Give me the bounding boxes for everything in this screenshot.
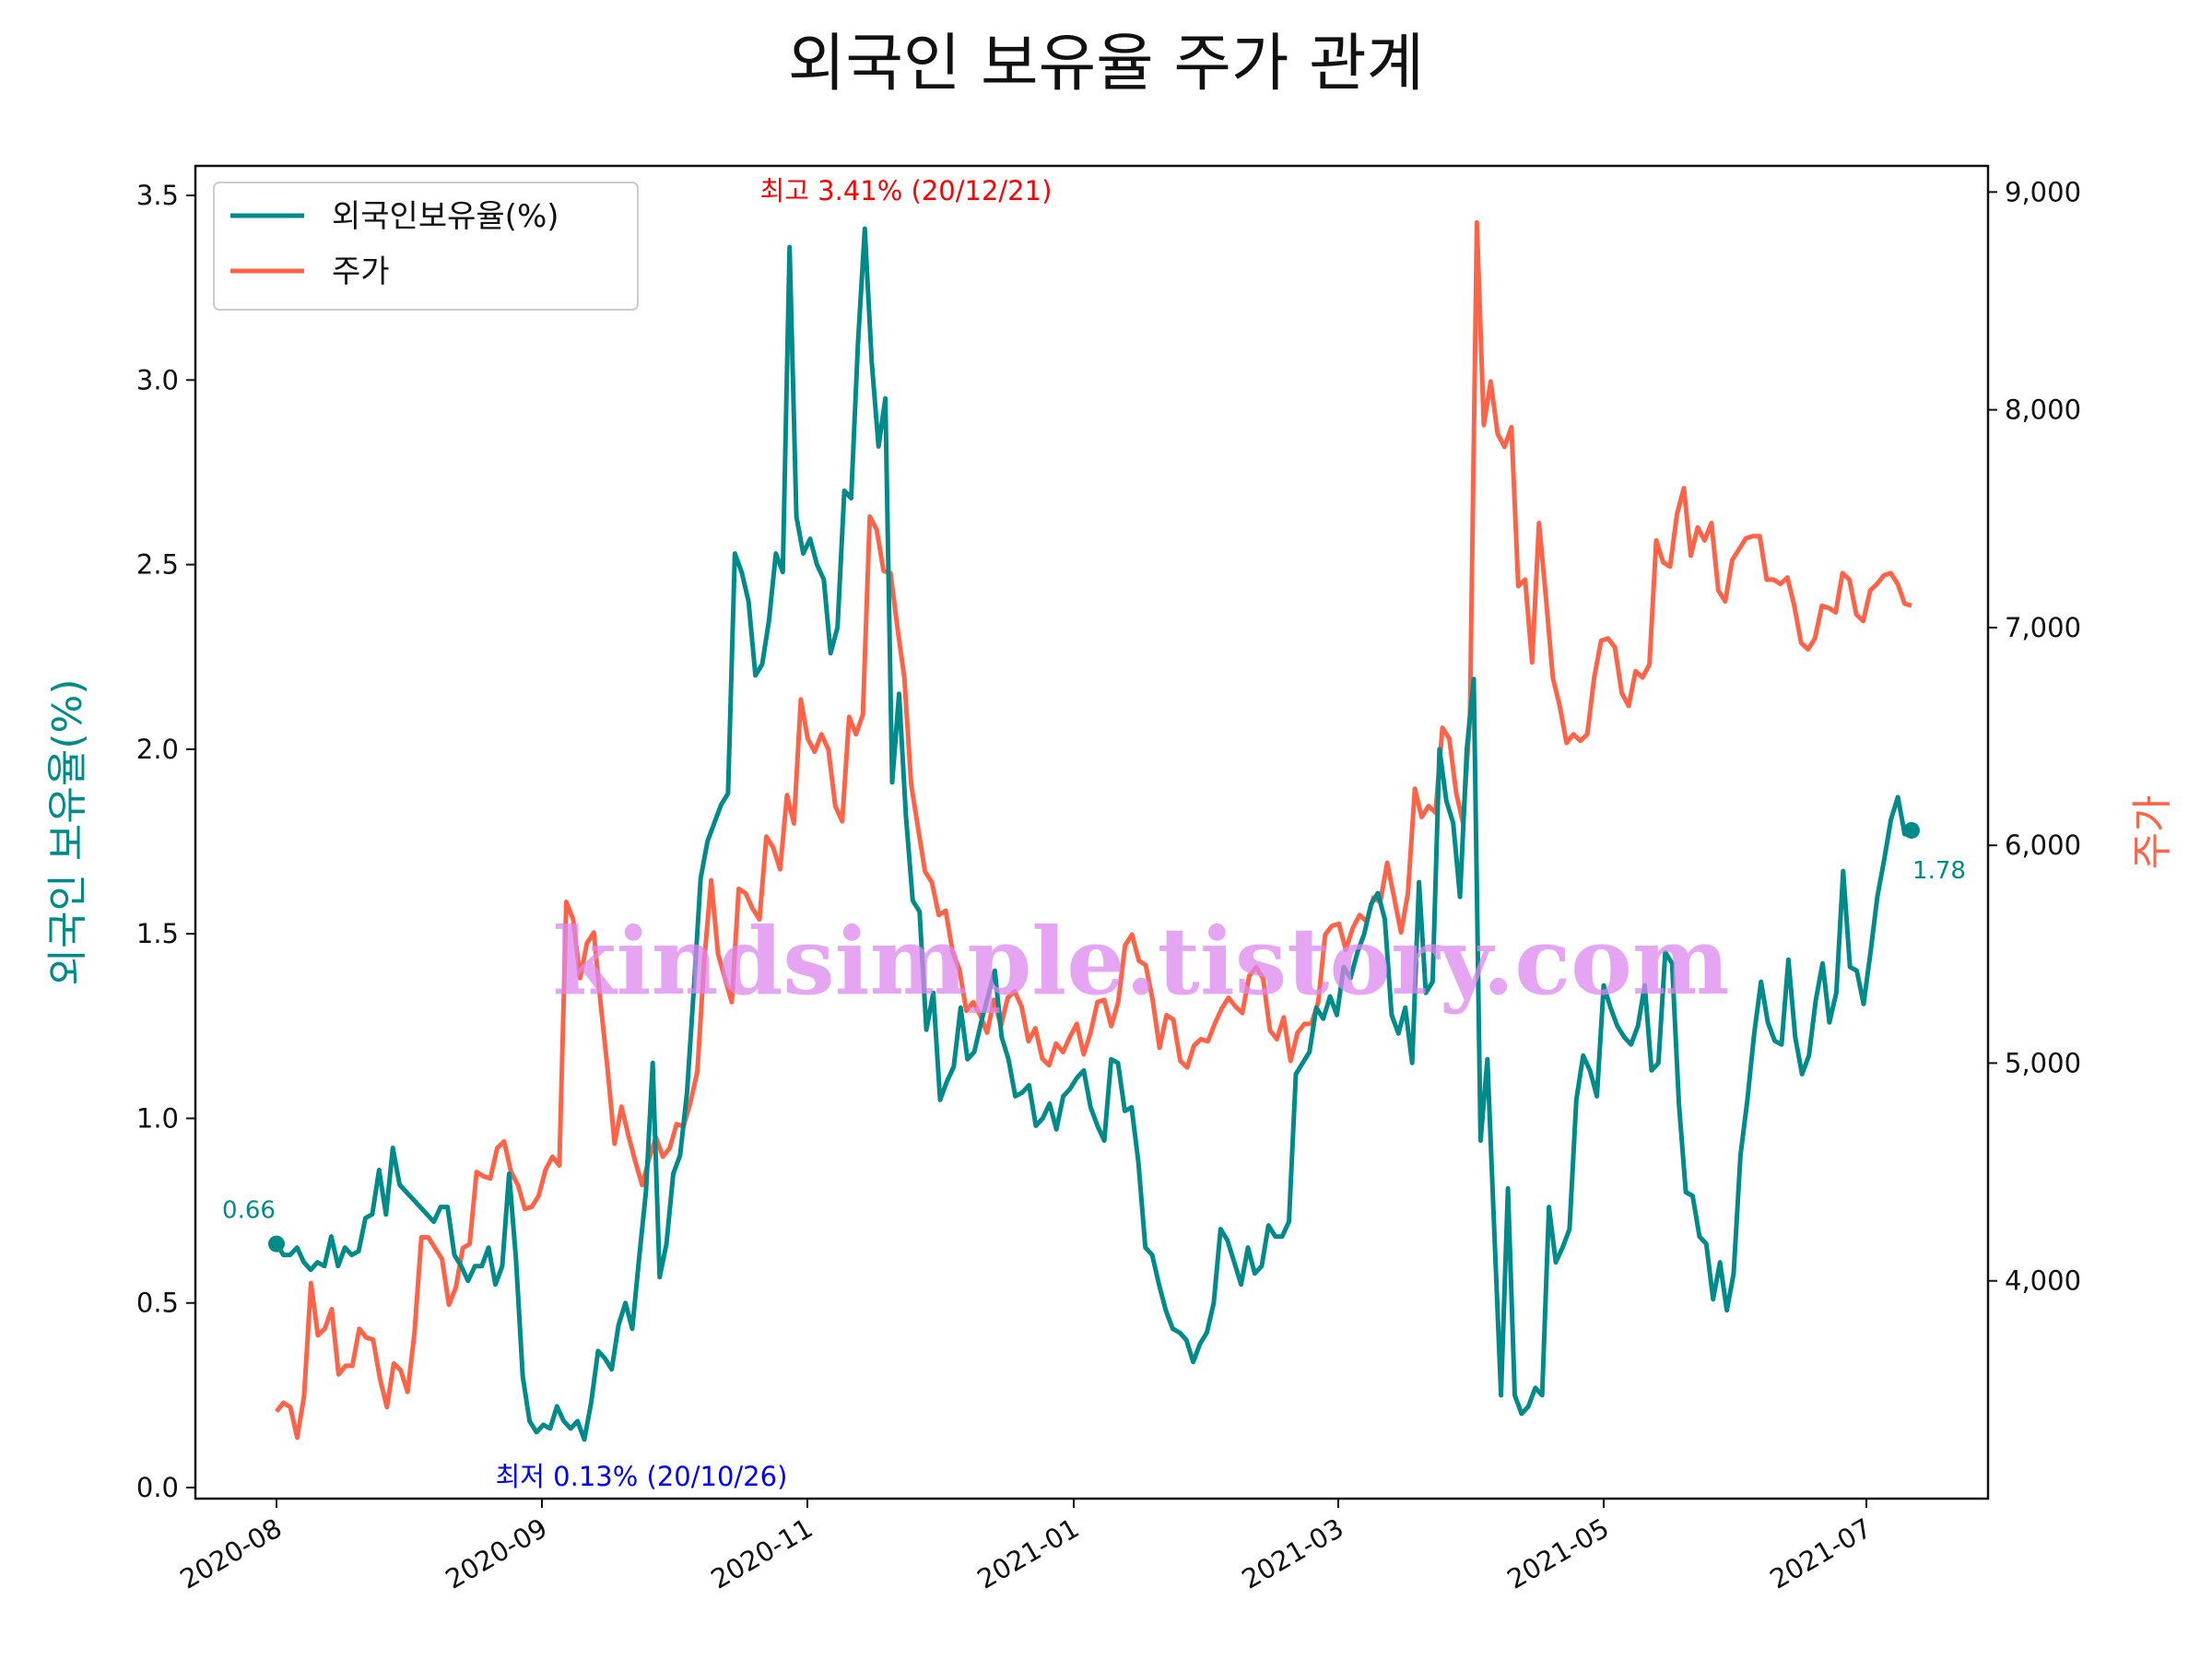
y-axis-right-label: 주가 (2129, 795, 2176, 870)
y-left-tick-label: 3.5 (136, 180, 179, 211)
x-tick-label: 2020-08 (175, 1512, 288, 1595)
y-right-tick-label: 5,000 (2005, 1047, 2081, 1078)
x-tick-label: 2020-09 (441, 1512, 553, 1595)
y-left-tick-label: 2.0 (136, 734, 179, 765)
y-right-tick-label: 8,000 (2005, 394, 2081, 426)
y-left-tick-label: 3.0 (136, 364, 179, 395)
x-axis: 2020-08 2020-09 2020-11 2021-01 2021-03 2021-… (175, 1499, 1877, 1595)
y-axis-left-label: 외국인 보유율(%) (44, 678, 91, 985)
y-axis-left: 0.0 0.5 1.0 1.5 2.0 2.5 3.0 3.5 (136, 180, 195, 1503)
series-price-line (275, 219, 1912, 1441)
legend: 외국인보유율(%) 주가 (213, 182, 639, 311)
x-tick-label: 2021-01 (972, 1512, 1085, 1595)
legend-foreign-label: 외국인보유율(%) (332, 198, 559, 235)
y-left-tick-label: 1.0 (136, 1102, 179, 1134)
legend-price-label: 주가 (332, 253, 390, 290)
plot-frame (194, 164, 1990, 1500)
series-foreign-ratio-line (274, 226, 1913, 1442)
start-value-label: 0.66 (222, 1197, 276, 1225)
y-left-tick-label: 1.5 (136, 918, 179, 949)
start-point-marker (268, 1235, 285, 1253)
end-value-label: 1.78 (1912, 857, 1966, 885)
y-left-tick-label: 0.0 (136, 1472, 179, 1503)
x-tick-label: 2021-03 (1237, 1512, 1349, 1595)
y-axis-right: 4,000 5,000 6,000 7,000 8,000 9,000 (1988, 176, 2081, 1297)
y-right-tick-label: 7,000 (2005, 612, 2081, 643)
y-right-tick-label: 9,000 (2005, 176, 2081, 207)
y-left-tick-label: 2.5 (136, 549, 179, 581)
y-left-tick-label: 0.5 (136, 1288, 179, 1319)
y-right-tick-label: 6,000 (2005, 830, 2081, 861)
end-point-marker (1903, 821, 1920, 839)
legend-box (213, 182, 639, 311)
y-right-tick-label: 4,000 (2005, 1265, 2081, 1297)
x-tick-label: 2021-05 (1502, 1512, 1615, 1595)
chart-title: 외국인 보유율 주가 관계 (788, 28, 1424, 100)
x-tick-label: 2021-07 (1765, 1512, 1877, 1595)
watermark: kindsimple.tistory.com (552, 907, 1729, 1016)
min-annotation: 최저 0.13% (20/10/26) (496, 1461, 788, 1492)
x-tick-label: 2020-11 (706, 1512, 818, 1595)
max-annotation: 최고 3.41% (20/12/21) (760, 175, 1053, 206)
